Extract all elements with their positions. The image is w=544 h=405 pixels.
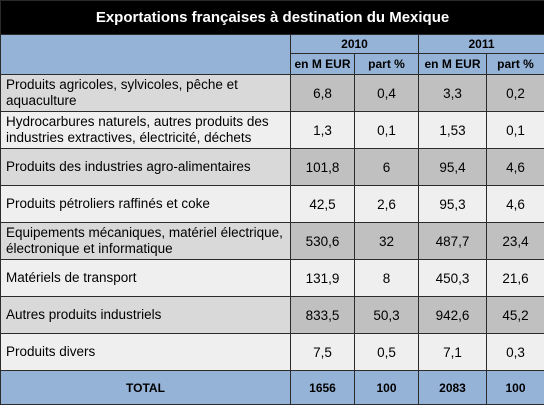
table-row: Produits des industries agro-alimentaire… bbox=[1, 149, 544, 186]
cell-share-2010: 0,4 bbox=[355, 75, 419, 112]
cell-share-2010: 6 bbox=[355, 149, 419, 186]
row-label: Equipements mécaniques, matériel électri… bbox=[1, 223, 291, 260]
total-row: TOTAL 1656 100 2083 100 bbox=[1, 371, 544, 405]
cell-value-2010: 101,8 bbox=[291, 149, 355, 186]
header-year-2010: 2010 bbox=[291, 35, 419, 54]
cell-value-2011: 1,53 bbox=[419, 112, 487, 149]
cell-share-2011: 0,1 bbox=[487, 112, 544, 149]
cell-share-2011: 4,6 bbox=[487, 186, 544, 223]
table-row: Hydrocarbures naturels, autres produits … bbox=[1, 112, 544, 149]
cell-share-2011: 45,2 bbox=[487, 297, 544, 334]
cell-share-2011: 0,2 bbox=[487, 75, 544, 112]
cell-share-2010: 2,6 bbox=[355, 186, 419, 223]
cell-value-2010: 833,5 bbox=[291, 297, 355, 334]
table-row: Produits divers 7,5 0,5 7,1 0,3 bbox=[1, 334, 544, 371]
header-unit-value-2010: en M EUR bbox=[291, 54, 355, 75]
table-row: Produits pétroliers raffinés et coke 42,… bbox=[1, 186, 544, 223]
cell-value-2010: 42,5 bbox=[291, 186, 355, 223]
cell-value-2011: 450,3 bbox=[419, 260, 487, 297]
cell-share-2010: 0,5 bbox=[355, 334, 419, 371]
table-row: Matériels de transport 131,9 8 450,3 21,… bbox=[1, 260, 544, 297]
cell-value-2010: 7,5 bbox=[291, 334, 355, 371]
cell-share-2010: 50,3 bbox=[355, 297, 419, 334]
row-label: Produits pétroliers raffinés et coke bbox=[1, 186, 291, 223]
table-row: Produits agricoles, sylvicoles, pêche et… bbox=[1, 75, 544, 112]
row-label: Produits divers bbox=[1, 334, 291, 371]
cell-value-2011: 487,7 bbox=[419, 223, 487, 260]
total-label: TOTAL bbox=[1, 371, 291, 405]
cell-value-2011: 95,3 bbox=[419, 186, 487, 223]
cell-share-2011: 21,6 bbox=[487, 260, 544, 297]
cell-value-2010: 530,6 bbox=[291, 223, 355, 260]
total-value-2010: 1656 bbox=[291, 371, 355, 405]
total-value-2011: 2083 bbox=[419, 371, 487, 405]
row-label: Autres produits industriels bbox=[1, 297, 291, 334]
header-unit-share-2011: part % bbox=[487, 54, 544, 75]
row-label: Matériels de transport bbox=[1, 260, 291, 297]
header-unit-value-2011: en M EUR bbox=[419, 54, 487, 75]
cell-value-2011: 7,1 bbox=[419, 334, 487, 371]
table-row: Equipements mécaniques, matériel électri… bbox=[1, 223, 544, 260]
cell-share-2010: 32 bbox=[355, 223, 419, 260]
header-blank bbox=[1, 35, 291, 75]
total-share-2010: 100 bbox=[355, 371, 419, 405]
cell-share-2010: 0,1 bbox=[355, 112, 419, 149]
cell-value-2010: 1,3 bbox=[291, 112, 355, 149]
row-label: Hydrocarbures naturels, autres produits … bbox=[1, 112, 291, 149]
cell-value-2011: 3,3 bbox=[419, 75, 487, 112]
row-label: Produits agricoles, sylvicoles, pêche et… bbox=[1, 75, 291, 112]
header-unit-share-2010: part % bbox=[355, 54, 419, 75]
cell-share-2011: 0,3 bbox=[487, 334, 544, 371]
cell-value-2010: 6,8 bbox=[291, 75, 355, 112]
total-share-2011: 100 bbox=[487, 371, 544, 405]
cell-share-2011: 23,4 bbox=[487, 223, 544, 260]
cell-value-2011: 95,4 bbox=[419, 149, 487, 186]
cell-value-2010: 131,9 bbox=[291, 260, 355, 297]
header-year-2011: 2011 bbox=[419, 35, 544, 54]
cell-share-2011: 4,6 bbox=[487, 149, 544, 186]
table-title: Exportations françaises à destination du… bbox=[1, 1, 544, 35]
cell-value-2011: 942,6 bbox=[419, 297, 487, 334]
table-row: Autres produits industriels 833,5 50,3 9… bbox=[1, 297, 544, 334]
cell-share-2010: 8 bbox=[355, 260, 419, 297]
row-label: Produits des industries agro-alimentaire… bbox=[1, 149, 291, 186]
